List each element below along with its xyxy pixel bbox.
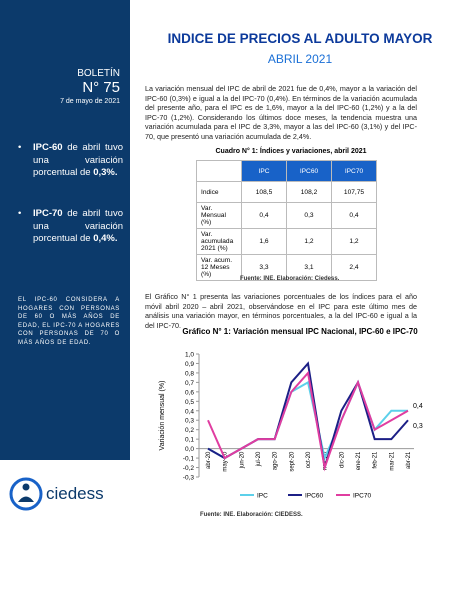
x-tick-label: sept-20 <box>289 451 295 472</box>
x-tick-label: oct-20 <box>306 451 312 468</box>
y-tick-label: 0,6 <box>185 389 194 396</box>
y-tick-label: -0,3 <box>183 475 195 482</box>
table-source: Fuente: INE. Elaboración: Ciedess. <box>240 276 340 282</box>
x-tick-label: dic-20 <box>339 451 345 468</box>
x-tick-label: abr-20 <box>206 451 212 469</box>
legend-label: IPC70 <box>353 493 371 500</box>
logo-figure <box>18 496 34 502</box>
header-cell <box>196 160 242 182</box>
y-axis-label: Variación mensual (%) <box>159 381 166 451</box>
legend-label: IPC <box>257 493 268 500</box>
logo-text: ciedess <box>46 484 104 503</box>
y-tick-label: 0,8 <box>185 370 194 377</box>
x-tick-label: feb-21 <box>373 451 379 469</box>
bulletin-label: BOLETÍN <box>77 68 120 79</box>
paragraph: El Gráfico N° 1 presenta las variaciones… <box>145 292 417 330</box>
y-tick-label: 1,0 <box>185 352 194 359</box>
cell: 108,2 <box>286 181 332 203</box>
table-row: Var. acum. 12 Meses (%) 3,3 3,1 2,4 <box>196 254 377 281</box>
bullet-text: de abril tuvo una variación porcentual d… <box>33 142 123 178</box>
sidebar: BOLETÍN N° 75 7 de mayo de 2021 • IPC-60 … <box>0 0 130 460</box>
column-header: IPC60 <box>286 160 332 182</box>
bullet-text: 0,4%. <box>93 233 118 244</box>
bullet: • IPC-70 de abril tuvo una variación porc… <box>18 208 123 246</box>
title: INDICE DE PRECIOS AL ADULTO MAYOR <box>167 31 433 46</box>
bullet-text: IPC-60 <box>33 142 63 153</box>
x-tick-label: mar-21 <box>389 451 395 471</box>
data-label: 0,3 <box>413 423 423 430</box>
cell: 0,3 <box>286 202 332 229</box>
y-tick-label: 0,4 <box>185 408 194 415</box>
row-label: Var. Mensual (%) <box>196 202 242 229</box>
cell: 3,1 <box>286 254 332 281</box>
table-row: Var. acumulada 2021 (%) 1,6 1,2 1,2 <box>196 228 377 255</box>
row-label: Var. acum. 12 Meses (%) <box>196 254 242 281</box>
bullet-text: IPC-70 <box>33 208 63 219</box>
x-tick-label: ene-21 <box>356 451 362 470</box>
table-caption: Cuadro N° 1: Índices y variaciones, abri… <box>215 148 367 155</box>
y-tick-label: 0,5 <box>185 399 194 406</box>
cell: 107,75 <box>331 181 377 203</box>
bullet-text: de abril tuvo una variación porcentual d… <box>33 208 123 244</box>
table: IPC IPC60 IPC70 Indice 108,5 108,2 107,75 Var. … <box>196 160 377 281</box>
legend-label: IPC60 <box>305 493 323 500</box>
y-tick-label: 0,7 <box>185 380 194 387</box>
paragraph: La variación mensual del IPC de abril de… <box>145 84 417 141</box>
y-tick-label: -0,1 <box>183 456 195 463</box>
x-tick-label: abr-21 <box>406 451 412 469</box>
series-line <box>207 379 408 462</box>
logo-ring <box>9 477 43 511</box>
table-row: Var. Mensual (%) 0,4 0,3 0,4 <box>196 202 377 229</box>
x-tick-label: jun-20 <box>239 451 245 469</box>
x-tick-label: may-20 <box>223 451 229 472</box>
bullet-dot: • <box>18 208 22 219</box>
row-label: Var. acumulada 2021 (%) <box>196 228 242 255</box>
y-tick-label: 0,1 <box>185 437 194 444</box>
chart: Variación mensual (%) 1,0 0,9 0,8 0,7 0,6 0,5 0… <box>159 352 423 500</box>
cell: 2,4 <box>331 254 377 281</box>
cell: 1,6 <box>241 228 287 255</box>
chart-title: Gráfico N° 1: Variación mensual IPC Naci… <box>182 327 418 336</box>
x-tick-label: ago-20 <box>273 451 279 470</box>
note: EL IPC-60 CONSIDERA A HOGARES CON PERSON… <box>18 297 120 346</box>
column-header: IPC70 <box>331 160 377 182</box>
table-header: IPC IPC60 IPC70 <box>196 160 377 182</box>
y-tick-label: 0,9 <box>185 361 194 368</box>
cell: 1,2 <box>286 228 332 255</box>
bullet: • IPC-60 de abril tuvo una variación porc… <box>18 142 123 180</box>
y-tick-label: 0,3 <box>185 418 194 425</box>
bullet-text: 0,3%. <box>93 167 118 178</box>
row-label: Indice <box>196 181 242 203</box>
bulletin-number: N° 75 <box>82 79 120 96</box>
data-label: 0,4 <box>413 403 423 410</box>
y-tick-label: -0,2 <box>183 465 195 472</box>
cell: 0,4 <box>331 202 377 229</box>
logo: ciedess <box>9 477 104 511</box>
y-tick-label: 0,2 <box>185 427 194 434</box>
cell: 0,4 <box>241 202 287 229</box>
x-tick-label: nov-20 <box>323 451 329 470</box>
column-header: IPC <box>241 160 287 182</box>
bullet-dot: • <box>18 142 22 153</box>
chart-source: Fuente: INE. Elaboración: CIEDESS. <box>200 512 303 518</box>
series-line <box>207 370 409 472</box>
cell: 108,5 <box>241 181 287 203</box>
subtitle: ABRIL 2021 <box>267 52 333 66</box>
cell: 1,2 <box>331 228 377 255</box>
x-tick-label: jul-20 <box>256 451 262 467</box>
y-tick-label: 0,0 <box>185 446 194 453</box>
table-row: Indice 108,5 108,2 107,75 <box>196 181 377 203</box>
bulletin-date: 7 de mayo de 2021 <box>60 98 120 105</box>
logo-dot <box>22 483 30 491</box>
